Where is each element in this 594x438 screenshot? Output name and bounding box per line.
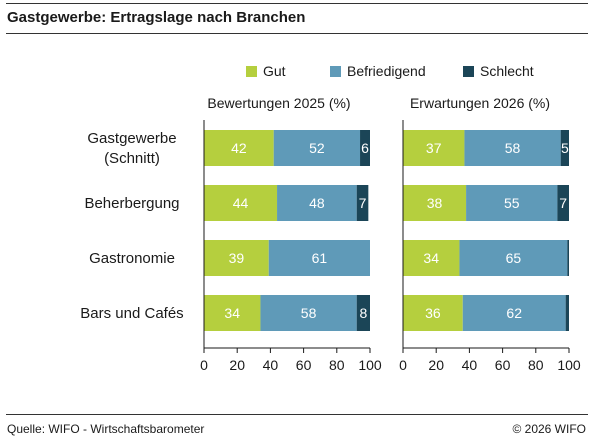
legend-swatch-gut (246, 66, 257, 77)
legend-label-gut: Gut (263, 63, 286, 79)
bar-gut (204, 240, 269, 276)
x-tick-label: 40 (263, 357, 279, 373)
bar-schlecht (565, 295, 569, 331)
category-label: Gastgewerbe (87, 130, 176, 147)
data-label: 38 (427, 195, 443, 211)
x-tick-label: 100 (557, 357, 581, 373)
category-label: Bars und Cafés (80, 305, 183, 322)
bar-gut (204, 295, 261, 331)
bar-befriedigend (462, 295, 566, 331)
data-label: 58 (505, 140, 521, 156)
data-label: 42 (231, 140, 247, 156)
bar-schlecht (356, 295, 370, 331)
x-tick-label: 60 (495, 357, 511, 373)
data-label: 8 (359, 305, 367, 321)
bar-befriedigend (260, 295, 357, 331)
data-label: 7 (559, 195, 567, 211)
bar-befriedigend (459, 240, 568, 276)
data-label: 58 (301, 305, 317, 321)
data-label: 36 (425, 305, 441, 321)
data-label: 44 (233, 195, 249, 211)
top-rule (6, 3, 588, 4)
title-underline (6, 33, 588, 34)
bar-befriedigend (466, 185, 558, 221)
data-label: 62 (506, 305, 522, 321)
bar-gut (403, 130, 465, 166)
data-label: 52 (309, 140, 325, 156)
data-label: 37 (426, 140, 442, 156)
data-label: 48 (309, 195, 325, 211)
data-label: 5 (561, 140, 569, 156)
x-tick-label: 40 (462, 357, 478, 373)
x-tick-label: 60 (296, 357, 312, 373)
x-tick-label: 0 (399, 357, 407, 373)
bar-schlecht (557, 185, 569, 221)
data-label: 61 (312, 250, 328, 266)
data-label: 34 (224, 305, 240, 321)
bar-schlecht (356, 185, 369, 221)
x-tick-label: 80 (329, 357, 345, 373)
chart-area: Gut Befriedigend Schlecht Gastgewerbe (Schni… (80, 63, 581, 373)
source-note: Quelle: WIFO - Wirtschaftsbarometer (7, 422, 205, 436)
x-tick-label: 80 (528, 357, 544, 373)
category-label: Beherbergung (84, 195, 179, 212)
category-label: (Schnitt) (104, 150, 160, 167)
bar-gut (204, 185, 278, 221)
data-label: 55 (504, 195, 520, 211)
bar-schlecht (360, 130, 370, 166)
bar-befriedigend (273, 130, 361, 166)
footer-rule (6, 414, 588, 415)
category-label: Gastronomie (89, 250, 175, 267)
legend-label-befriedigend: Befriedigend (347, 63, 426, 79)
panel-title: Bewertungen 2025 (%) (207, 95, 350, 111)
x-tick-label: 20 (229, 357, 245, 373)
legend-swatch-befriedigend (330, 66, 341, 77)
x-tick-label: 100 (358, 357, 382, 373)
bar-befriedigend (277, 185, 357, 221)
data-label: 7 (359, 195, 367, 211)
bar-befriedigend (464, 130, 561, 166)
x-tick-label: 0 (200, 357, 208, 373)
data-label: 34 (423, 250, 439, 266)
legend-label-schlecht: Schlecht (480, 63, 534, 79)
bar-gut (403, 240, 460, 276)
chart-title: Gastgewerbe: Ertragslage nach Branchen (7, 9, 306, 26)
x-tick-label: 20 (428, 357, 444, 373)
bar-schlecht (567, 240, 569, 276)
data-label: 65 (506, 250, 522, 266)
bar-gut (403, 295, 463, 331)
legend-swatch-schlecht (463, 66, 474, 77)
data-label: 39 (229, 250, 245, 266)
bar-schlecht (560, 130, 569, 166)
bar-befriedigend (268, 240, 370, 276)
panel-title: Erwartungen 2026 (%) (410, 95, 550, 111)
data-label: 6 (361, 140, 369, 156)
bar-gut (403, 185, 467, 221)
bar-gut (204, 130, 274, 166)
copyright-note: © 2026 WIFO (512, 422, 586, 436)
